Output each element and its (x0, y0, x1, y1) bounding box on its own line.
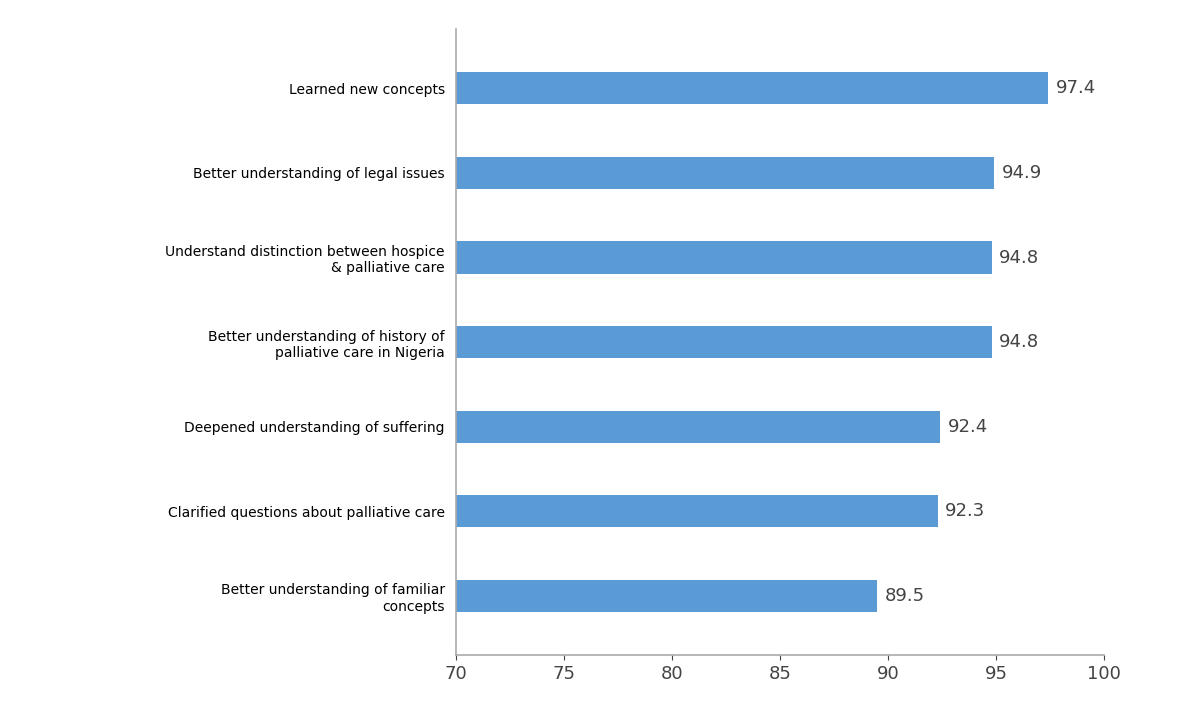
Text: 94.9: 94.9 (1002, 164, 1042, 182)
Text: 94.8: 94.8 (1000, 248, 1039, 266)
Bar (456, 326, 991, 358)
Text: 92.3: 92.3 (946, 502, 985, 521)
Text: 92.4: 92.4 (948, 418, 988, 436)
Text: 89.5: 89.5 (884, 587, 925, 605)
Bar (456, 580, 877, 612)
Bar (456, 411, 940, 443)
Bar (456, 72, 1048, 104)
Text: 94.8: 94.8 (1000, 333, 1039, 351)
Bar (456, 495, 937, 528)
Bar (456, 157, 994, 189)
Bar (456, 242, 991, 274)
Text: 97.4: 97.4 (1056, 79, 1096, 98)
